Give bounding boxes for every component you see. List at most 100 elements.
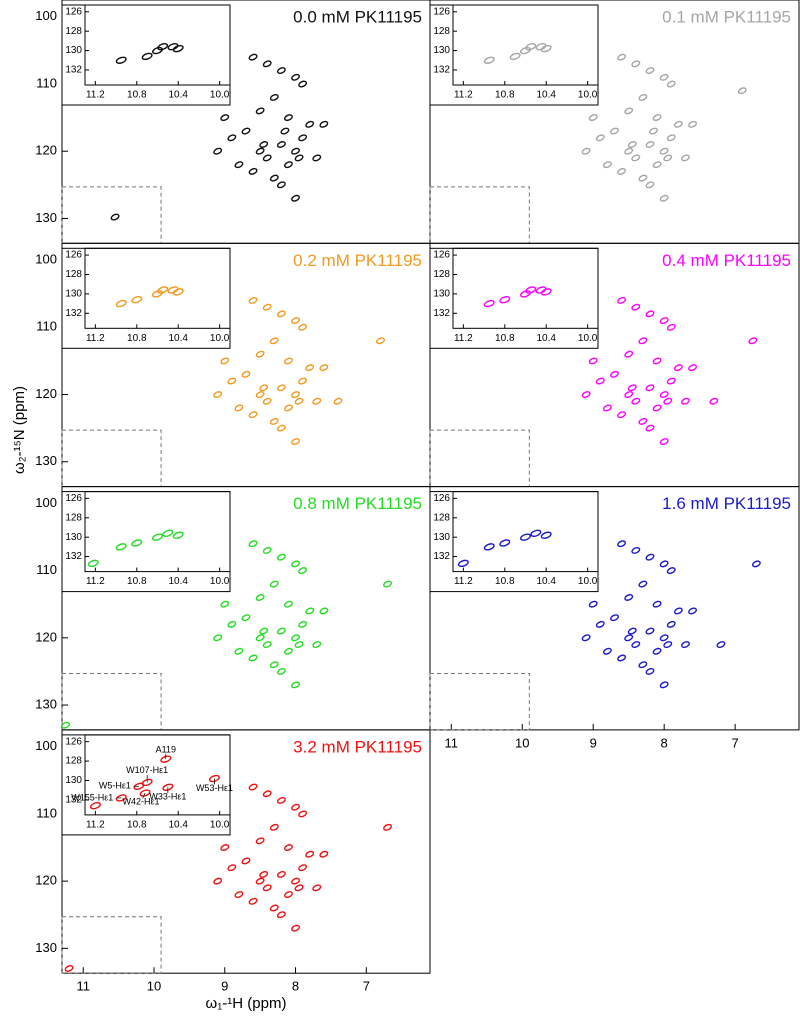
inset-frame [429, 247, 599, 349]
peak [602, 647, 612, 655]
inset-x-tick-label: 10.4 [168, 820, 188, 831]
peak [659, 73, 669, 81]
peak [319, 607, 329, 615]
inset-frame [429, 491, 599, 593]
peak [375, 337, 385, 345]
inset-plot [452, 491, 599, 573]
peak [659, 681, 669, 689]
peak [298, 80, 308, 88]
inset-x-tick-label: 10.8 [495, 90, 515, 101]
peak [659, 317, 669, 325]
peak [610, 127, 619, 135]
peak [276, 627, 286, 635]
peak [617, 53, 627, 61]
x-tick-label: 7 [732, 735, 739, 750]
peak [276, 141, 286, 148]
peaks [581, 296, 758, 446]
inset-x-tick-label: 10.0 [578, 576, 598, 587]
peaks [213, 296, 385, 446]
zoom-region [61, 429, 162, 488]
peak [312, 154, 322, 162]
peak [624, 107, 634, 115]
peak [312, 641, 322, 648]
inset-peak [115, 794, 127, 802]
inset-peaks [483, 286, 552, 308]
peak [716, 641, 726, 648]
peak [638, 417, 648, 425]
peak [595, 377, 605, 385]
peak [241, 614, 251, 622]
inset-frame [429, 4, 599, 106]
panel-title: 0.0 mM PK11195 [293, 7, 422, 26]
peak [259, 627, 269, 635]
y-tick-label: 120 [35, 873, 57, 888]
peak [255, 877, 265, 885]
peak [291, 391, 301, 398]
inset-peak [540, 44, 552, 53]
peak [259, 141, 269, 148]
peak [255, 107, 265, 115]
inset-x-tick-label: 10.0 [210, 576, 230, 587]
peak [666, 80, 676, 88]
peak [283, 161, 293, 169]
peak [248, 897, 258, 905]
inset-peak [141, 52, 153, 61]
inset-y-tick-label: 126 [65, 6, 82, 17]
peak [652, 114, 662, 122]
inset-peak [483, 543, 495, 551]
inset-y-tick-label: 126 [65, 736, 82, 747]
x-tick-label: 8 [661, 735, 668, 750]
peak [255, 147, 265, 155]
peak [631, 397, 641, 405]
peak [680, 397, 690, 405]
panel-frame [429, 486, 800, 731]
panel-title: 0.4 mM PK11195 [662, 251, 791, 270]
inset-peaks [457, 529, 552, 568]
inset-peak [483, 299, 495, 308]
peak [234, 647, 244, 655]
peak [294, 397, 304, 405]
peak [588, 114, 598, 122]
peak [298, 810, 308, 818]
peak [276, 667, 286, 675]
inset-peak [157, 286, 169, 294]
peak [673, 364, 683, 372]
inset-y-tick-label: 128 [65, 756, 82, 767]
peak [276, 67, 286, 75]
peak [262, 303, 272, 311]
annotation: W107-Hε1 [126, 765, 168, 775]
inset-peaks [115, 43, 184, 64]
peak [220, 357, 230, 365]
peak [663, 641, 673, 648]
peak [610, 614, 619, 622]
peak [688, 364, 698, 372]
y-tick-label: 110 [36, 805, 57, 820]
inset-x-tick-label: 10.4 [168, 576, 188, 587]
inset-y-tick-label: 126 [433, 250, 450, 261]
peak [595, 134, 605, 142]
peak [627, 384, 637, 392]
peak [602, 404, 612, 412]
peak [227, 620, 237, 628]
peak [602, 161, 612, 169]
annotation-pointer [142, 792, 146, 799]
inset-x-tick-label: 10.4 [168, 90, 188, 101]
inset-x-tick-label: 11.2 [454, 333, 473, 344]
peak [269, 174, 279, 182]
zoom-region [429, 186, 530, 244]
peak [283, 844, 293, 851]
peak [227, 864, 237, 872]
inset-x-tick-label: 10.0 [210, 333, 230, 344]
inset-x-tick-label: 11.2 [86, 333, 105, 344]
peak [294, 154, 304, 162]
peak [652, 161, 662, 169]
peak [234, 161, 244, 169]
peak [64, 965, 74, 972]
peak [663, 154, 673, 162]
inset-plot [84, 491, 231, 573]
inset-x-tick-label: 10.8 [127, 820, 147, 831]
inset-peak [172, 44, 184, 53]
peak [262, 641, 272, 648]
inset-peak [520, 533, 531, 541]
inset-y-tick-label: 130 [65, 45, 82, 56]
